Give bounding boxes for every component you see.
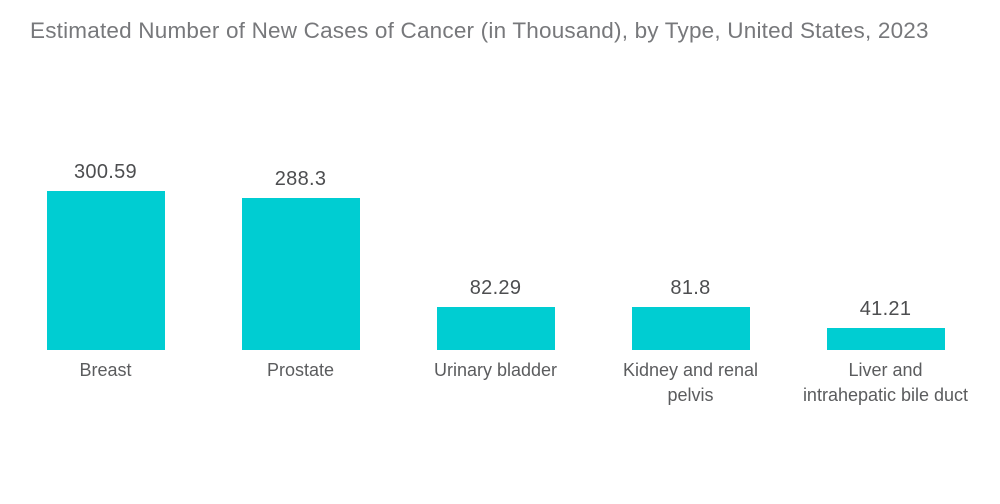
plot-area: 300.59 288.3 82.29 81.8 41.21	[8, 0, 983, 350]
bar-prostate	[241, 197, 360, 350]
category-label-urinary-bladder: Urinary bladder	[433, 360, 558, 380]
bar-value-label: 81.8	[670, 276, 711, 299]
category-label-breast: Breast	[79, 360, 132, 380]
bar-kidney-renal-pelvis	[631, 306, 750, 350]
bar-value-label: 288.3	[274, 167, 327, 190]
bar-value-label: 41.21	[859, 298, 912, 321]
bar-group-prostate: 288.3	[203, 0, 398, 350]
bar-value-label: 300.59	[74, 161, 137, 183]
category-label-liver-bile-duct: Liver and intrahepatic bile duct	[802, 360, 969, 405]
bar-group-breast: 300.59	[8, 0, 203, 350]
bar-liver-bile-duct	[826, 328, 945, 350]
chart-title: Estimated Number of New Cases of Cancer …	[30, 18, 929, 43]
bar-value-label: 82.29	[469, 276, 522, 299]
bar-group-kidney-renal-pelvis: 81.8	[593, 0, 788, 350]
category-label-prostate: Prostate	[266, 360, 335, 380]
bar-breast	[46, 191, 165, 350]
category-axis-labels: Breast Prostate Urinary bladder Kidney a…	[8, 358, 983, 408]
bar-group-urinary-bladder: 82.29	[398, 0, 593, 350]
category-label-kidney-renal-pelvis: Kidney and renal pelvis	[622, 360, 759, 405]
bar-group-liver-bile-duct: 41.21	[788, 0, 983, 350]
bar-urinary-bladder	[436, 306, 555, 350]
